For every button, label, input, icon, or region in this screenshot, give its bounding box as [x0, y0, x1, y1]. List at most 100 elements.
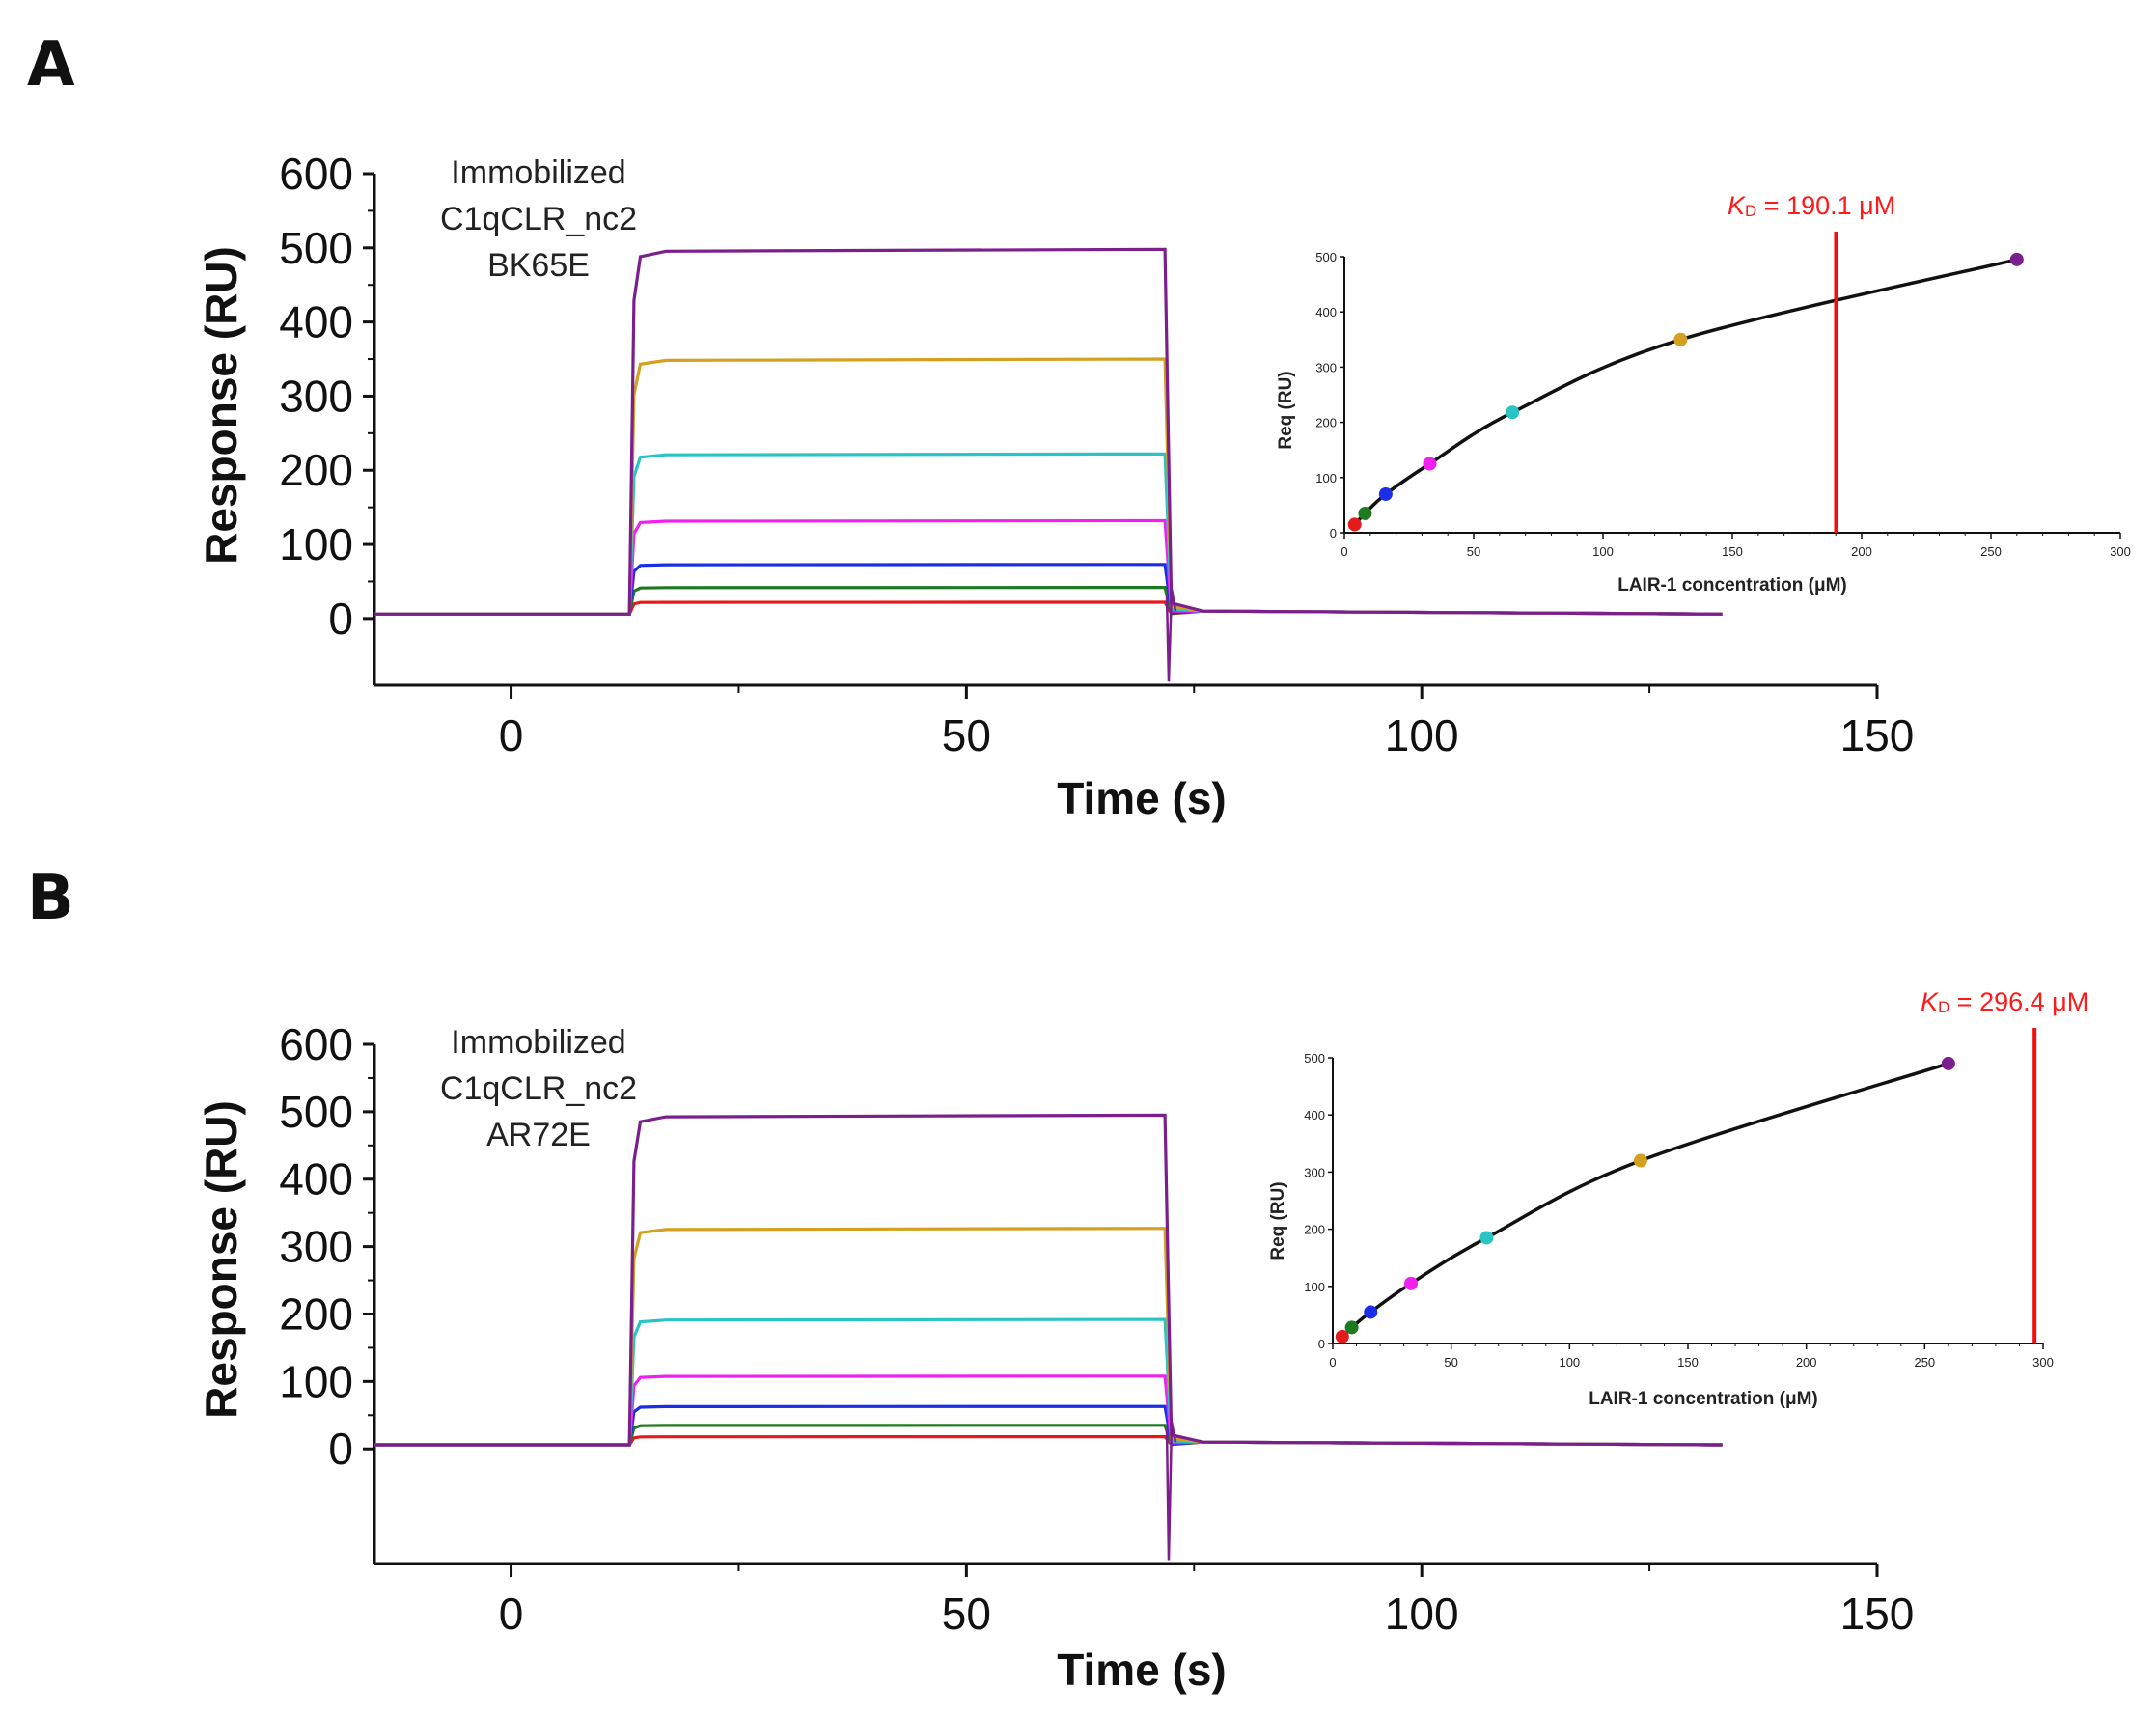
- injection-artifact-spike-a: [1165, 588, 1177, 682]
- kd-k-b: K: [1921, 987, 1939, 1016]
- y-tick-label-a: 100: [279, 519, 353, 569]
- inset-x-tick-label-b: 150: [1677, 1355, 1699, 1370]
- inset-plot-b: 0 100 200 300 400 500 0 50 100 150 200 250 300: [1304, 1028, 2054, 1370]
- inset-y-tick-label-a: 200: [1315, 416, 1337, 430]
- inset-data-point-b: [1335, 1329, 1349, 1343]
- inset-data-point-a: [2009, 252, 2024, 266]
- kd-sub-b: D: [1938, 998, 1949, 1016]
- inset-chart-b: Req (RU) LAIR-1 concentration (μM) KD = …: [1268, 987, 2088, 1409]
- inset-x-tick-label-b: 50: [1444, 1355, 1457, 1370]
- inset-y-tick-label-a: 500: [1315, 250, 1337, 264]
- inset-data-point-b: [1633, 1153, 1647, 1168]
- sensorgram-series-b: [374, 1424, 1723, 1447]
- inset-x-tick-label-b: 0: [1329, 1355, 1336, 1370]
- inset-x-tick-label-a: 150: [1722, 544, 1743, 559]
- y-tick-label-b: 500: [279, 1087, 353, 1137]
- kd-label-b: KD = 296.4 μM: [1921, 987, 2088, 1016]
- sensorgram-series-a: [374, 563, 1723, 616]
- inset-plot-a: 0 100 200 300 400 500 0 50 100 150 200 250 300: [1315, 232, 2131, 559]
- main-chart-a: Response (RU) Time (s) Immobilized C1qCL…: [196, 149, 1914, 823]
- inset-x-tick-label-b: 250: [1914, 1355, 1935, 1370]
- sensorgram-series-a: [374, 452, 1723, 616]
- inset-x-tick-label-a: 200: [1851, 544, 1872, 559]
- inset-data-point-a: [1378, 486, 1393, 501]
- inset-data-point-a: [1358, 506, 1372, 520]
- sensorgram-series-a: [374, 247, 1723, 616]
- inset-x-tick-label-a: 300: [2110, 544, 2131, 559]
- inset-x-tick-label-b: 100: [1559, 1355, 1580, 1370]
- y-tick-label-b: 600: [279, 1019, 353, 1069]
- annotation-line-3-a: BK65E: [487, 247, 590, 284]
- inset-fit-curve-b: [1341, 1062, 1949, 1339]
- sensorgram-series-b: [374, 1227, 1723, 1447]
- inset-data-point-b: [1403, 1276, 1418, 1290]
- inset-y-axis-title-a: Req (RU): [1276, 371, 1296, 449]
- y-tick-label-b: 300: [279, 1222, 353, 1272]
- inset-data-point-a: [1673, 332, 1688, 346]
- panel-letter-b: B: [27, 863, 74, 934]
- sensorgram-series-b: [374, 1113, 1723, 1447]
- inset-data-point-a: [1347, 517, 1362, 532]
- y-axis-title-b: Response (RU): [196, 1100, 246, 1419]
- inset-x-tick-label-a: 100: [1592, 544, 1614, 559]
- annotation-line-2-a: C1qCLR_nc2: [440, 201, 637, 237]
- y-tick-label-b: 400: [279, 1154, 353, 1205]
- y-tick-label-a: 0: [328, 594, 353, 644]
- x-tick-label-b: 0: [499, 1589, 524, 1639]
- x-tick-label-a: 0: [499, 710, 524, 761]
- y-tick-label-b: 0: [328, 1424, 353, 1474]
- inset-data-point-b: [1344, 1320, 1359, 1335]
- kd-value-a: = 190.1 μM: [1756, 191, 1895, 220]
- kd-sub-a: D: [1745, 202, 1756, 220]
- x-tick-label-b: 100: [1385, 1589, 1459, 1639]
- y-tick-label-b: 200: [279, 1288, 353, 1339]
- y-tick-label-a: 200: [279, 445, 353, 495]
- inset-x-tick-label-a: 50: [1467, 544, 1480, 559]
- inset-data-point-b: [1364, 1305, 1378, 1319]
- inset-y-tick-label-a: 400: [1315, 305, 1337, 319]
- inset-y-tick-label-a: 100: [1315, 471, 1337, 485]
- inset-data-point-b: [1941, 1056, 1955, 1070]
- inset-x-tick-label-b: 300: [2032, 1355, 2054, 1370]
- x-tick-label-a: 150: [1840, 710, 1915, 761]
- x-tick-label-a: 50: [942, 710, 991, 761]
- main-chart-b: Response (RU) Time (s) Immobilized C1qCL…: [196, 1019, 1914, 1695]
- sensorgram-series-a: [374, 518, 1723, 616]
- inset-x-axis-title-a: LAIR-1 concentration (μM): [1617, 575, 1847, 595]
- panel-b: B Response (RU) Time (s) Immobilized C1q…: [27, 863, 2088, 1695]
- injection-artifact-spike-b: [1165, 1422, 1177, 1561]
- inset-y-tick-label-a: 0: [1330, 526, 1337, 540]
- inset-fit-curve-a: [1353, 258, 2018, 526]
- inset-data-point-b: [1479, 1231, 1494, 1245]
- x-axis-title-a: Time (s): [1057, 773, 1227, 823]
- y-tick-label-a: 400: [279, 297, 353, 347]
- inset-chart-a: Req (RU) LAIR-1 concentration (μM) KD = …: [1276, 191, 2131, 595]
- inset-data-point-a: [1506, 405, 1520, 420]
- annotation-line-1-b: Immobilized: [451, 1024, 625, 1061]
- inset-data-point-a: [1423, 457, 1437, 471]
- kd-value-b: = 296.4 μM: [1949, 987, 2088, 1016]
- y-axis-title-a: Response (RU): [196, 246, 246, 565]
- y-tick-label-a: 300: [279, 371, 353, 421]
- y-tick-label-b: 100: [279, 1356, 353, 1406]
- inset-y-tick-label-b: 500: [1304, 1051, 1325, 1066]
- inset-y-axis-title-b: Req (RU): [1268, 1181, 1288, 1260]
- y-tick-label-a: 500: [279, 223, 353, 273]
- kd-k-a: K: [1728, 191, 1746, 220]
- inset-x-tick-label-a: 250: [1980, 544, 2002, 559]
- kd-label-a: KD = 190.1 μM: [1728, 191, 1895, 220]
- inset-y-tick-label-a: 300: [1315, 360, 1337, 374]
- inset-x-tick-label-b: 200: [1796, 1355, 1817, 1370]
- x-tick-label-b: 150: [1840, 1589, 1915, 1639]
- inset-x-tick-label-a: 0: [1341, 544, 1347, 559]
- panel-a: A Response (RU) Time (s) Immobilized C1q…: [27, 29, 2131, 823]
- inset-y-tick-label-b: 100: [1304, 1280, 1325, 1294]
- x-axis-title-b: Time (s): [1057, 1645, 1227, 1695]
- sensorgram-series-b: [374, 1374, 1723, 1447]
- annotation-line-1-a: Immobilized: [451, 154, 625, 191]
- inset-x-axis-title-b: LAIR-1 concentration (μM): [1589, 1389, 1818, 1409]
- panel-letter-a: A: [27, 29, 75, 100]
- inset-y-tick-label-b: 200: [1304, 1223, 1325, 1237]
